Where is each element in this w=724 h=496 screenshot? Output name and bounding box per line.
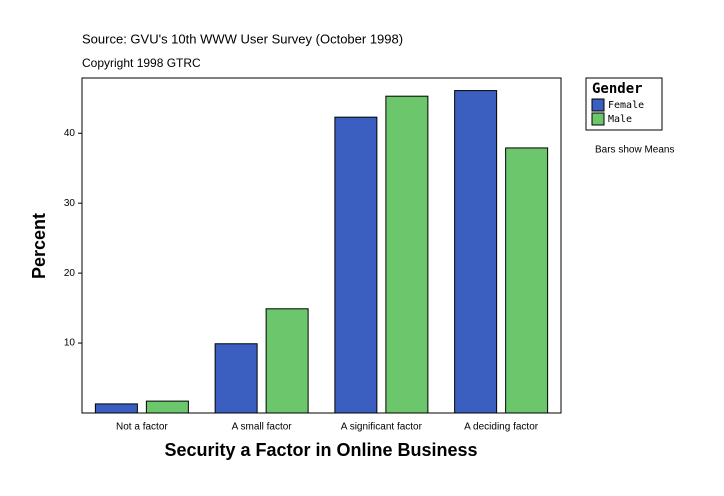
bar	[214, 343, 258, 414]
y-tick-label: 10	[64, 338, 76, 349]
legend-label: Female	[608, 100, 644, 111]
y-tick-label: 30	[64, 198, 76, 209]
x-tick-label: A deciding factor	[464, 422, 539, 433]
chart-title: Source: GVU's 10th WWW User Survey (Octo…	[82, 31, 403, 46]
legend-title: Gender	[592, 81, 643, 97]
bar	[505, 147, 549, 414]
note: Bars show Means	[595, 145, 674, 156]
x-tick-label: Not a factor	[116, 422, 168, 433]
bar	[94, 403, 138, 414]
legend-swatch	[591, 112, 605, 126]
legend-swatch	[591, 98, 605, 112]
chart-subtitle: Copyright 1998 GTRC	[82, 56, 201, 70]
y-tick-label: 20	[64, 268, 76, 279]
bar	[145, 400, 189, 414]
legend-label: Male	[608, 114, 632, 125]
bar	[265, 308, 309, 414]
x-tick-label: A small factor	[232, 422, 293, 433]
x-tick-label: A significant factor	[341, 422, 423, 433]
bar	[385, 95, 429, 414]
x-axis-label: Security a Factor in Online Business	[164, 440, 477, 460]
bar	[334, 116, 378, 414]
bar	[454, 90, 498, 414]
y-tick-label: 40	[64, 128, 76, 139]
y-axis-label: Percent	[29, 213, 49, 279]
